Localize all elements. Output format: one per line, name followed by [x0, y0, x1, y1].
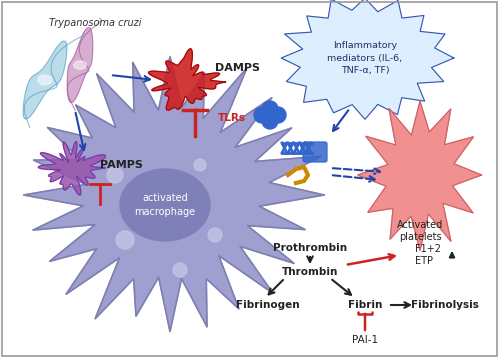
Text: Thrombin: Thrombin [282, 267, 338, 277]
Circle shape [173, 263, 187, 277]
Text: Trypanosoma cruzi: Trypanosoma cruzi [49, 18, 142, 28]
Circle shape [194, 159, 206, 171]
Text: F1+2
ETP: F1+2 ETP [415, 244, 441, 266]
Circle shape [107, 167, 123, 183]
Polygon shape [148, 49, 226, 110]
Circle shape [254, 107, 270, 123]
Polygon shape [23, 41, 67, 119]
Text: Fibrinogen: Fibrinogen [236, 300, 300, 310]
Text: Fibrinolysis: Fibrinolysis [411, 300, 479, 310]
Text: Activated
platelets: Activated platelets [397, 220, 443, 242]
Circle shape [116, 231, 134, 249]
Circle shape [262, 113, 278, 129]
Text: PAI-1: PAI-1 [352, 335, 378, 345]
Ellipse shape [74, 61, 86, 69]
Polygon shape [281, 0, 454, 119]
Polygon shape [24, 57, 324, 331]
Text: PAMPS: PAMPS [100, 160, 143, 170]
Text: Inflammatory
mediators (IL-6,
TNF-α, TF): Inflammatory mediators (IL-6, TNF-α, TF) [328, 41, 402, 75]
Text: activated
macrophage: activated macrophage [134, 194, 196, 216]
Circle shape [262, 101, 278, 117]
Polygon shape [38, 141, 106, 195]
Text: DAMPS: DAMPS [215, 63, 260, 73]
Ellipse shape [120, 169, 210, 241]
Ellipse shape [38, 75, 52, 85]
Circle shape [262, 107, 278, 123]
Text: Fibrin: Fibrin [348, 300, 382, 310]
Polygon shape [68, 28, 92, 102]
Text: Prothrombin: Prothrombin [273, 243, 347, 253]
FancyBboxPatch shape [303, 142, 327, 162]
Circle shape [270, 107, 286, 123]
Circle shape [208, 228, 222, 242]
Polygon shape [358, 101, 482, 251]
Text: TLRs: TLRs [218, 113, 246, 123]
